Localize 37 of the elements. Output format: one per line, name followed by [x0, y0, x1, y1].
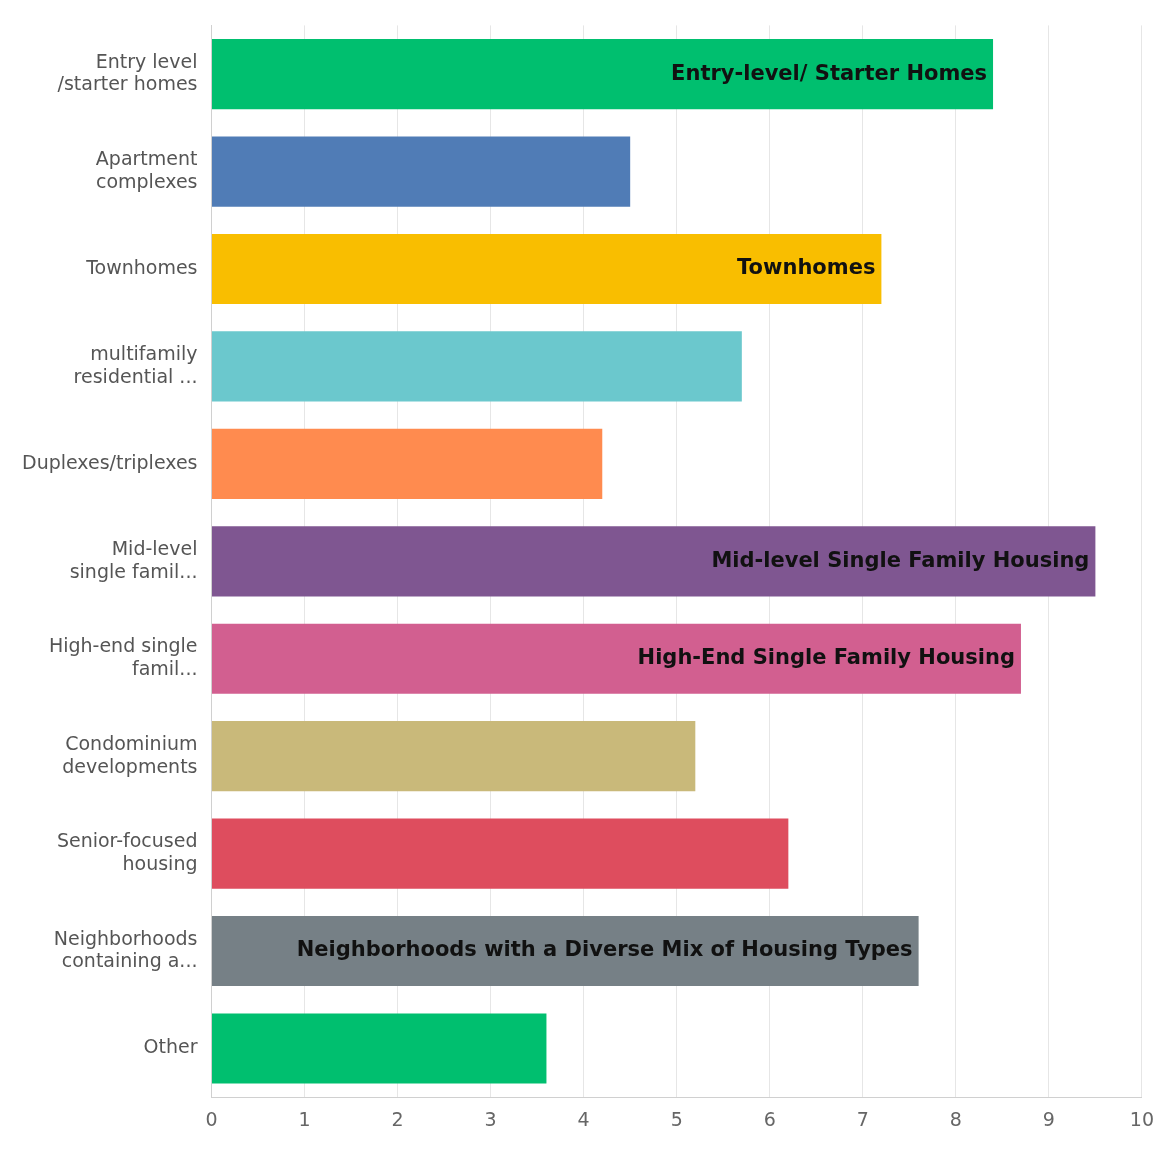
bar — [212, 1013, 547, 1084]
bar — [212, 331, 742, 402]
x-tick-label: 5 — [670, 1107, 683, 1130]
x-tick-label: 3 — [484, 1107, 497, 1130]
x-tick-label: 7 — [856, 1107, 869, 1130]
annotation: Entry-level/ Starter Homes — [671, 60, 988, 85]
x-tick-label: 1 — [298, 1107, 311, 1130]
bar — [212, 721, 696, 792]
annotation: Neighborhoods with a Diverse Mix of Housing Types — [296, 937, 913, 962]
annotation: High-End Single Family Housing — [637, 645, 1015, 670]
annotation: Mid-level Single Family Housing — [711, 547, 1090, 572]
y-tick-label: Duplexes/triplexes — [22, 450, 198, 473]
x-tick-label: 8 — [949, 1107, 962, 1130]
bar — [212, 428, 603, 499]
annotation: Townhomes — [737, 255, 876, 280]
y-tick-label: Mid-level single famil... — [69, 536, 198, 582]
y-tick-label: Entry level /starter homes — [57, 49, 198, 95]
y-tick-label: Neighborhoods containing a... — [53, 926, 198, 972]
bar — [212, 233, 882, 305]
x-tick-label: 10 — [1129, 1107, 1155, 1130]
y-tick-label: High-end single famil... — [48, 634, 198, 680]
x-tick-label: 2 — [391, 1107, 404, 1130]
bar — [212, 818, 789, 889]
bar — [212, 136, 631, 207]
y-tick-label: Townhomes — [85, 255, 198, 278]
x-tick-label: 6 — [763, 1107, 776, 1130]
x-tick-label: 9 — [1042, 1107, 1055, 1130]
x-tick-label: 4 — [577, 1107, 590, 1130]
y-tick-label: Condominium developments — [62, 731, 198, 777]
x-tick-label: 0 — [205, 1107, 218, 1130]
bar — [212, 623, 1021, 694]
y-tick-label: Apartment complexes — [95, 147, 198, 192]
bar — [212, 526, 1096, 597]
y-tick-label: Senior-focused housing — [56, 829, 198, 874]
bar — [212, 39, 994, 110]
y-tick-label: Other — [143, 1035, 198, 1058]
y-tick-label: multifamily residential ... — [73, 341, 198, 387]
